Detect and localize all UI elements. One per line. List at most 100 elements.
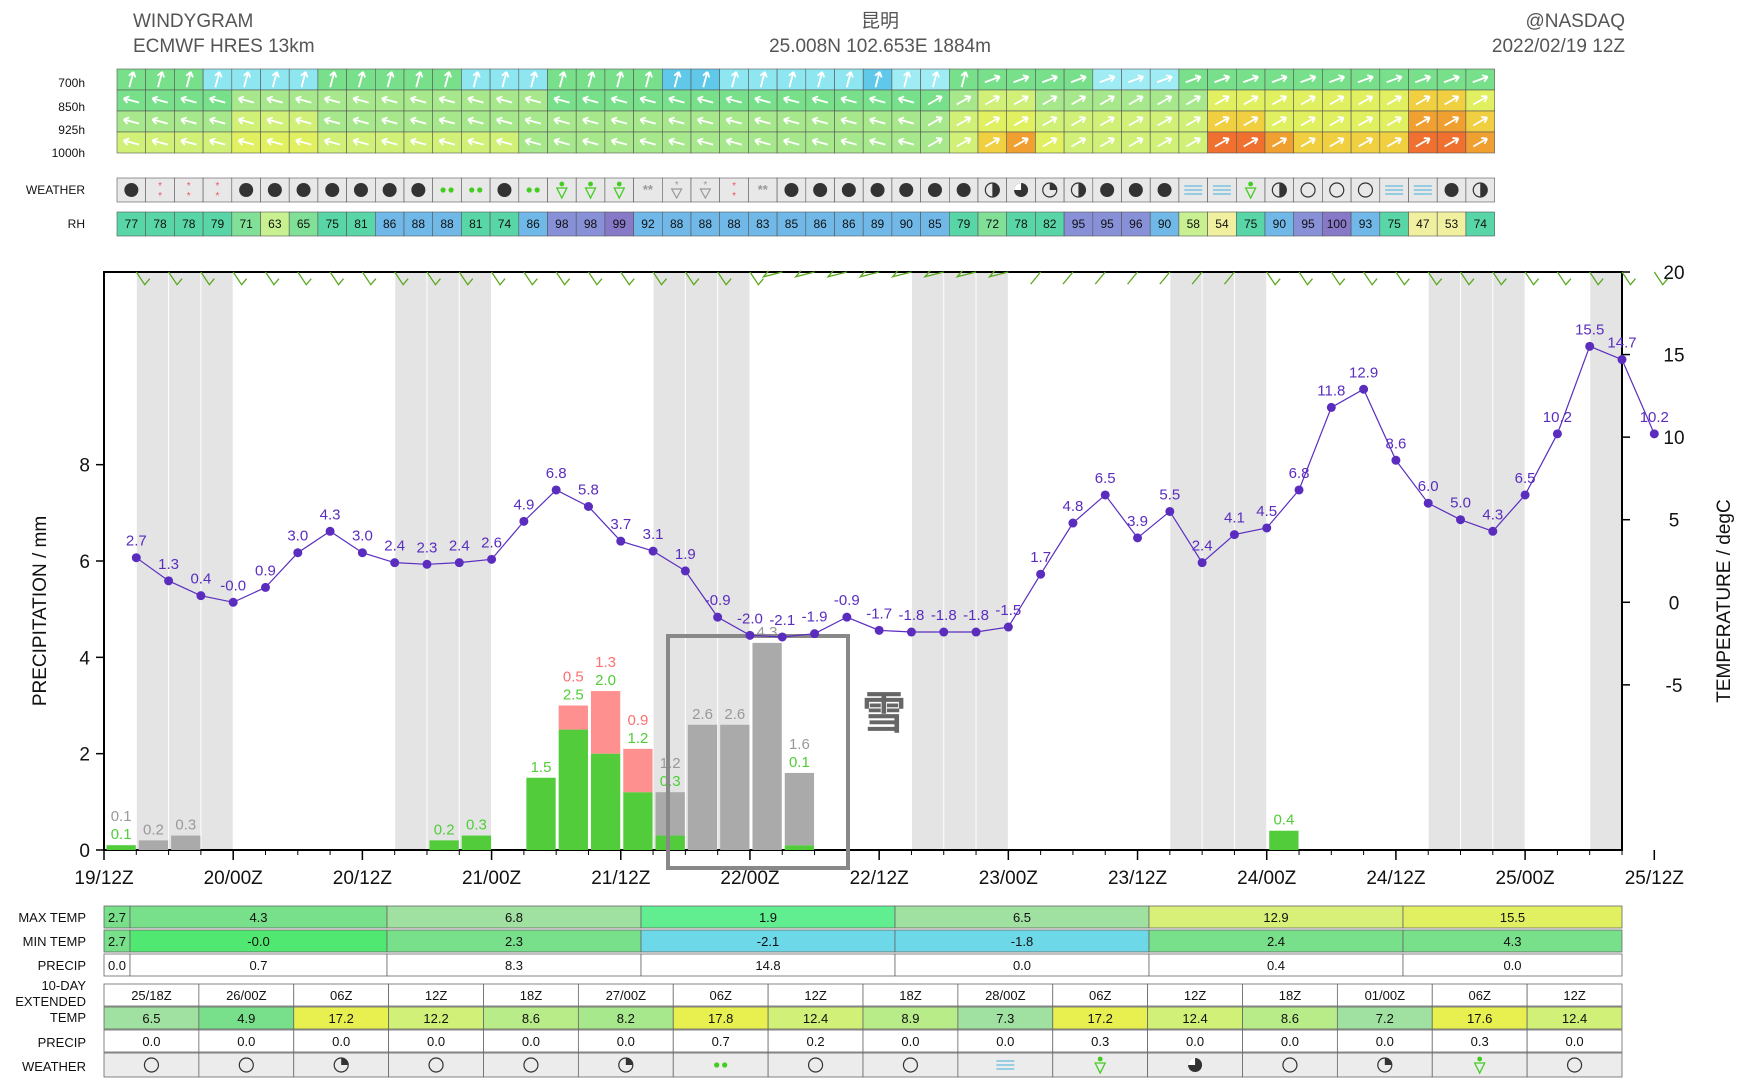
wind-barb-icon [761, 270, 783, 278]
weather-icon [440, 187, 454, 193]
weather-icon [1357, 182, 1374, 198]
temperature-point [874, 625, 884, 635]
snowflake-icon: * [215, 181, 219, 192]
summary-cell [1402, 953, 1623, 977]
temperature-point [1649, 429, 1659, 439]
rh-cell [1264, 211, 1295, 237]
precip-value-label: 1.2 [627, 730, 648, 747]
wind-arrow-icon [237, 137, 255, 146]
rh-value: 74 [498, 217, 512, 231]
precip-value-label: 0.3 [660, 773, 681, 790]
clear-icon [523, 1057, 539, 1073]
temperature-point [1552, 429, 1562, 439]
rh-cell [948, 211, 979, 237]
temperature-point [1359, 384, 1369, 394]
model-name: ECMWF HRES 13km [133, 36, 315, 57]
wind-arrow-icon [323, 95, 341, 104]
wind-arrow-icon [869, 116, 886, 125]
wind-arrow-icon [984, 116, 1001, 127]
temperature-point [810, 629, 820, 639]
rh-value: 90 [900, 217, 914, 231]
weather-icon: * [699, 180, 712, 200]
mostly-cloudy-gap [1188, 1058, 1196, 1065]
snow-icon: ** [643, 182, 654, 197]
shower-triangle-icon [1473, 1062, 1486, 1075]
temperature-label: 0.9 [255, 562, 276, 579]
extended-weather-cell [767, 1052, 864, 1078]
snow-annotation: 雪 [862, 689, 906, 738]
wind-arrow-icon [553, 95, 570, 104]
extended-time: 12Z [804, 988, 826, 1003]
wind-arrow-icon [467, 116, 484, 125]
rh-value: 65 [297, 217, 311, 231]
wind-arrow-icon [496, 137, 513, 146]
wind-arrow-icon [874, 71, 883, 88]
clear-icon [1282, 1057, 1298, 1073]
app-title: WINDYGRAM [133, 11, 254, 32]
wind-barb-icon [1492, 271, 1507, 286]
extended-weather-cell [1242, 1052, 1338, 1078]
weather-cell [202, 177, 233, 203]
wind-arrow-icon [783, 137, 800, 146]
extended-label-line1: 10-DAY [41, 978, 86, 993]
extended-weather-label: WEATHER [22, 1059, 86, 1074]
summary-value: 14.8 [755, 958, 780, 973]
wind-arrow-icon [1386, 116, 1402, 127]
temperature-point [1229, 530, 1239, 540]
temperature-label: 1.7 [1030, 549, 1051, 566]
wind-arrow-icon [352, 137, 369, 146]
wind-arrow-icon [1300, 116, 1316, 127]
wind-barb-icon [555, 271, 571, 286]
rh-value: 75 [1387, 217, 1401, 231]
extended-weather-icon [996, 1060, 1015, 1070]
summary-value: 0.7 [249, 958, 267, 973]
x-tick-label: 21/12Z [591, 868, 651, 889]
weather-icon [1157, 183, 1172, 197]
temperature-point [422, 559, 432, 569]
temperature-label: -0.9 [705, 592, 731, 609]
extended-time: 06Z [330, 988, 352, 1003]
extended-precip: 0.0 [901, 1034, 919, 1049]
wind-barb-icon [1223, 271, 1235, 285]
wind-arrow-icon [1415, 137, 1431, 148]
temperature-label: 12.9 [1349, 364, 1378, 381]
weather-icon [956, 183, 971, 197]
rh-cell [1350, 211, 1381, 237]
weather-icon: * [670, 180, 683, 200]
extended-precip: 0.7 [712, 1034, 730, 1049]
wind-arrow-icon [754, 116, 771, 125]
wind-arrow-icon [1128, 137, 1144, 148]
wind-barb-icon [955, 270, 977, 278]
wind-arrow-icon [329, 71, 338, 88]
overcast-icon [927, 183, 942, 197]
rh-cell [805, 211, 835, 237]
extended-time: 12Z [425, 988, 447, 1003]
summary-value: 2.7 [108, 910, 126, 925]
y2-tick-label: 10 [1663, 428, 1684, 449]
precip-bar-rain [623, 792, 653, 850]
temperature-label: 10.2 [1640, 409, 1669, 426]
summary-row-label: PRECIP [38, 958, 86, 973]
wind-arrow-icon [1443, 74, 1460, 84]
wind-arrow-icon [530, 71, 539, 88]
extended-temp: 7.2 [1376, 1011, 1394, 1026]
extended-time: 18Z [1279, 988, 1301, 1003]
wind-arrow-icon [180, 116, 197, 125]
summary-value: 0.0 [1503, 958, 1521, 973]
extended-temp: 17.6 [1467, 1011, 1492, 1026]
wind-arrow-icon [1329, 137, 1345, 148]
wind-barb-icon [200, 271, 215, 286]
precip-bar-group: 0.3 [461, 817, 492, 850]
wind-arrow-icon [524, 95, 542, 104]
wind-arrow-icon [496, 116, 513, 125]
wind-arrow-icon [1444, 137, 1460, 148]
partly-cloudy-fill [341, 1058, 349, 1065]
wind-arrow-icon [610, 95, 628, 104]
x-tick-label: 19/12Z [74, 868, 134, 889]
wind-arrow-icon [1358, 137, 1374, 148]
weather-icon [296, 183, 311, 197]
wind-barb-icon [1524, 271, 1540, 286]
rh-value: 78 [182, 217, 196, 231]
wind-arrow-icon [984, 95, 1001, 106]
temperature-label: 8.6 [1385, 435, 1406, 452]
